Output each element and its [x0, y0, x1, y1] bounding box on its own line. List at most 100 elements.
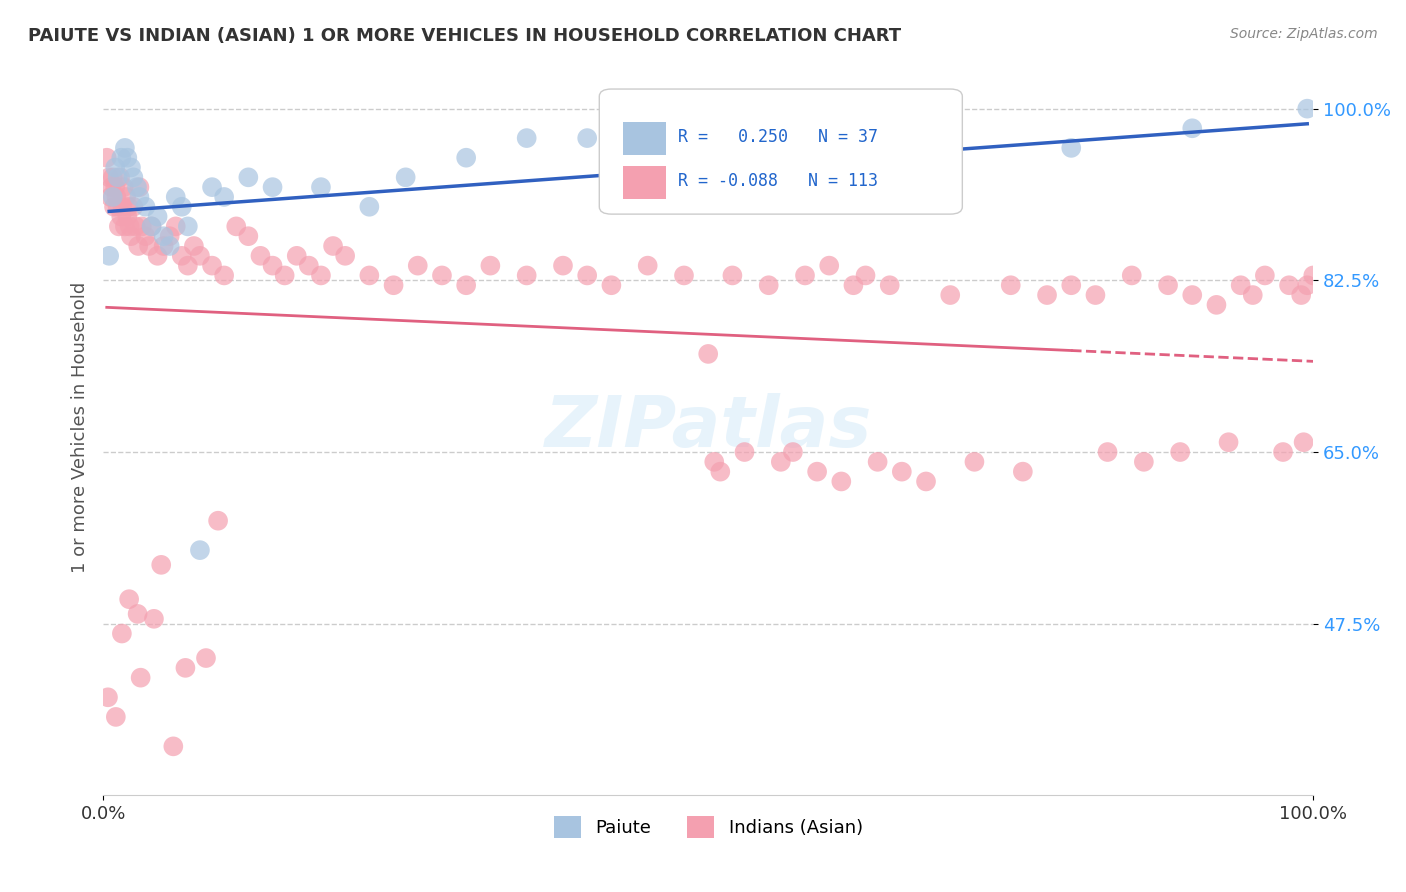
Point: [120, 229, 142, 244]
Point: [794, 268, 817, 283]
Point: [165, 190, 187, 204]
Point: [125, 219, 148, 234]
Point: [104, 161, 127, 175]
Point: [117, 210, 139, 224]
Point: [188, 543, 211, 558]
Point: [142, 612, 165, 626]
Point: [146, 249, 169, 263]
Point: [1254, 268, 1277, 283]
Point: [112, 180, 135, 194]
Point: [108, 170, 131, 185]
Point: [1157, 278, 1180, 293]
Point: [758, 170, 780, 185]
Point: [122, 170, 145, 185]
Point: [262, 259, 284, 273]
Bar: [623, 122, 666, 155]
Point: [1229, 278, 1251, 293]
Point: [866, 455, 889, 469]
Point: [170, 200, 193, 214]
Point: [576, 131, 599, 145]
Point: [141, 219, 163, 234]
Point: [637, 259, 659, 273]
Text: ZIPatlas: ZIPatlas: [544, 393, 872, 462]
Point: [201, 180, 224, 194]
Text: R =   0.250   N = 37: R = 0.250 N = 37: [678, 128, 877, 146]
Point: [103, 200, 125, 214]
Point: [127, 239, 149, 253]
Point: [576, 268, 599, 283]
Point: [165, 219, 187, 234]
Point: [111, 626, 134, 640]
Point: [1060, 278, 1083, 293]
Point: [382, 278, 405, 293]
Point: [249, 249, 271, 263]
Point: [406, 259, 429, 273]
Point: [842, 278, 865, 293]
Point: [721, 268, 744, 283]
Point: [1181, 288, 1204, 302]
Point: [120, 161, 142, 175]
Point: [1000, 278, 1022, 293]
Point: [285, 249, 308, 263]
Point: [114, 219, 136, 234]
Point: [1084, 288, 1107, 302]
Point: [551, 259, 574, 273]
Point: [201, 259, 224, 273]
Point: [734, 445, 756, 459]
Point: [890, 465, 912, 479]
Point: [115, 190, 138, 204]
Legend: Paiute, Indians (Asian): Paiute, Indians (Asian): [547, 809, 870, 846]
Point: [107, 170, 129, 185]
Point: [782, 445, 804, 459]
Point: [162, 739, 184, 754]
Point: [101, 190, 124, 204]
FancyBboxPatch shape: [599, 89, 962, 214]
Point: [238, 229, 260, 244]
Bar: [623, 166, 666, 200]
Point: [309, 180, 332, 194]
Point: [129, 671, 152, 685]
Point: [456, 278, 478, 293]
Point: [177, 259, 200, 273]
Point: [273, 268, 295, 283]
Point: [128, 180, 150, 194]
Point: [915, 475, 938, 489]
Point: [101, 170, 124, 185]
Point: [1011, 465, 1033, 479]
Point: [1121, 268, 1143, 283]
Point: [118, 219, 141, 234]
Point: [298, 259, 321, 273]
Y-axis label: 1 or more Vehicles in Household: 1 or more Vehicles in Household: [72, 282, 89, 574]
Point: [150, 558, 173, 572]
Point: [430, 268, 453, 283]
Point: [963, 455, 986, 469]
Point: [939, 288, 962, 302]
Point: [128, 190, 150, 204]
Point: [758, 278, 780, 293]
Point: [97, 690, 120, 705]
Point: [309, 268, 332, 283]
Point: [100, 190, 122, 204]
Point: [98, 170, 121, 185]
Point: [146, 210, 169, 224]
Point: [1097, 445, 1119, 459]
Point: [359, 268, 381, 283]
Point: [818, 161, 841, 175]
Point: [177, 219, 200, 234]
Point: [107, 200, 129, 214]
Point: [703, 455, 725, 469]
Point: [117, 200, 139, 214]
Point: [152, 229, 174, 244]
Point: [769, 455, 792, 469]
Point: [1278, 278, 1301, 293]
Point: [1289, 288, 1312, 302]
Point: [1272, 445, 1295, 459]
Point: [818, 259, 841, 273]
Point: [697, 190, 720, 204]
Point: [939, 151, 962, 165]
Point: [207, 514, 229, 528]
Point: [1218, 435, 1240, 450]
Point: [333, 249, 356, 263]
Point: [134, 229, 156, 244]
Point: [516, 268, 538, 283]
